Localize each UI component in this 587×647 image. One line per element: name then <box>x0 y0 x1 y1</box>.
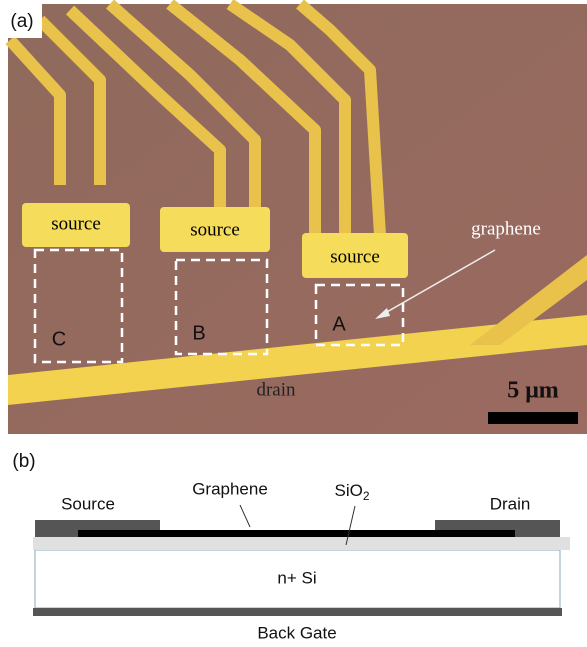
source-label: source <box>330 246 380 267</box>
device-label: B <box>192 322 205 344</box>
schematic: (b) Source Graphene SiO2 Drain n+ Si Bac… <box>12 451 570 642</box>
micrograph: source source source C B A graphene drai… <box>4 4 587 434</box>
source-label: Source <box>61 494 115 513</box>
panel-label: (b) <box>12 451 35 472</box>
back-gate <box>33 608 562 616</box>
figure: source source source C B A graphene drai… <box>0 0 587 647</box>
gate-label: Back Gate <box>257 623 336 642</box>
source-label: source <box>51 213 101 234</box>
device-label: C <box>52 328 66 350</box>
drain-label: drain <box>256 379 296 400</box>
scale-bar-label: 5 μm <box>507 378 559 404</box>
oxide-label: SiO2 <box>334 481 369 503</box>
scale-bar <box>488 412 578 424</box>
oxide-layer <box>33 537 570 550</box>
graphene-label: graphene <box>471 218 541 239</box>
graphene-label: Graphene <box>192 479 268 498</box>
source-label: source <box>190 219 240 240</box>
drain-label: Drain <box>490 494 531 513</box>
device-label: A <box>332 313 346 335</box>
panel-label: (a) <box>10 11 33 32</box>
graphene-pointer <box>240 505 250 527</box>
substrate-label: n+ Si <box>277 568 316 587</box>
graphene-layer <box>78 530 515 537</box>
